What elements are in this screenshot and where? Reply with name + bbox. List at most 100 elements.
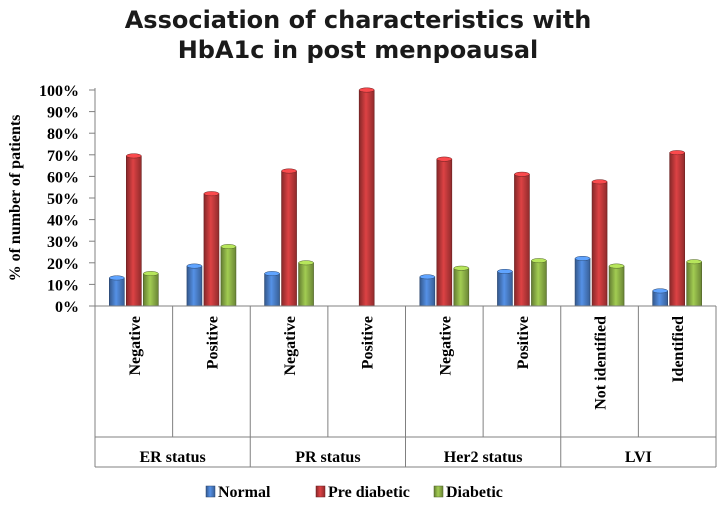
bar-body <box>531 260 547 307</box>
bar-top <box>591 179 608 185</box>
y-tick-label: 100% <box>39 83 79 100</box>
bar-body <box>608 265 625 307</box>
legend-swatch <box>205 485 216 498</box>
x-group-label: Her2 status <box>444 449 523 466</box>
bar-body <box>281 170 297 307</box>
bar-top <box>203 191 220 197</box>
legend-item: Pre diabetic <box>315 484 410 501</box>
bar-pre-diabetic <box>126 153 142 307</box>
bar-top <box>514 171 530 177</box>
bar-diabetic <box>220 244 237 307</box>
bar-top <box>281 168 297 174</box>
bar-normal <box>419 274 436 307</box>
bar-body <box>358 89 375 307</box>
group-labels: ER status PR status Her2 status LVI <box>140 449 652 466</box>
bar-top <box>358 87 375 93</box>
x-category-label: Negative <box>127 316 144 376</box>
bar-top <box>298 260 314 266</box>
x-group-label: ER status <box>140 449 206 466</box>
x-category-label: Negative <box>437 316 454 376</box>
bar-normal <box>264 271 280 307</box>
legend-item: Normal <box>205 484 271 501</box>
x-category-label: Positive <box>360 316 377 369</box>
bar-body <box>264 273 280 307</box>
bar-body <box>669 152 685 307</box>
x-category-label: Negative <box>282 316 299 376</box>
bar-pre-diabetic <box>203 191 220 307</box>
legend-swatch <box>315 485 326 498</box>
bar-top <box>652 288 668 294</box>
bar-top <box>126 153 142 159</box>
bar-body <box>574 258 591 307</box>
legend-label: Pre diabetic <box>328 484 410 501</box>
bar-top <box>143 271 159 277</box>
bar-diabetic <box>143 271 159 307</box>
bar-body <box>220 246 237 307</box>
chart-title-line-1: Association of characteristics with <box>125 6 592 34</box>
bar-top <box>531 258 547 264</box>
chart-title-line-2: HbA1c in post menpoausal <box>178 36 539 64</box>
bar-diabetic <box>298 260 314 307</box>
bar-top <box>436 156 453 162</box>
bar-top <box>220 244 237 250</box>
chart-title: Association of characteristics with HbA1… <box>125 6 592 64</box>
bar-body <box>591 181 608 307</box>
legend-label: Diabetic <box>446 484 503 501</box>
bar-top <box>608 263 625 269</box>
bar-diabetic <box>686 259 702 307</box>
bar-body <box>453 267 470 307</box>
x-category-label: Positive <box>204 316 221 369</box>
bar-normal <box>186 263 203 307</box>
bar-top <box>453 265 470 271</box>
bar-body <box>126 155 142 307</box>
bar-normal <box>652 288 668 307</box>
bar-body <box>203 193 220 307</box>
y-tick-label: 90% <box>47 105 79 122</box>
x-group-label: PR status <box>295 449 360 466</box>
bar-top <box>419 274 436 280</box>
bar-pre-diabetic <box>436 156 453 307</box>
y-tick-label: 10% <box>47 277 79 294</box>
bar-body <box>186 265 203 307</box>
bar-top <box>497 268 513 274</box>
y-tick-label: 60% <box>47 169 79 186</box>
y-tick-label: 80% <box>47 126 79 143</box>
x-category-label: Not identified <box>593 316 610 410</box>
bar-pre-diabetic <box>514 171 530 307</box>
bar-body <box>419 276 436 307</box>
y-tick-label: 20% <box>47 256 79 273</box>
bar-normal <box>497 268 513 307</box>
bar-normal <box>109 275 125 307</box>
bar-body <box>143 273 159 307</box>
bar-pre-diabetic <box>358 87 375 307</box>
legend-label: Normal <box>218 484 271 501</box>
axis-lines <box>94 88 717 468</box>
y-tick-label: 0% <box>55 299 79 316</box>
bar-top <box>574 256 591 261</box>
bar-normal <box>574 256 591 307</box>
bar-body <box>514 173 530 307</box>
y-tick-label: 70% <box>47 148 79 165</box>
bar-diabetic <box>531 258 547 307</box>
bar-top <box>669 150 685 156</box>
y-tick-label: 50% <box>47 191 79 208</box>
bar-top <box>109 275 125 281</box>
y-axis-ticks: 0% 10% 20% 30% 40% 50% 60% 70% 80% 90% 100% <box>39 83 95 316</box>
x-category-label: Positive <box>515 316 532 369</box>
bar-body <box>686 261 702 307</box>
bar-top <box>264 271 280 277</box>
legend: Normal Pre diabetic Diabetic <box>205 484 503 501</box>
bar-pre-diabetic <box>591 179 608 307</box>
bar-diabetic <box>453 265 470 307</box>
bar-body <box>298 262 314 307</box>
bar-pre-diabetic <box>669 150 685 307</box>
y-tick-label: 30% <box>47 234 79 251</box>
category-labels: Negative Positive Negative Positive Negative… <box>127 316 687 410</box>
legend-item: Diabetic <box>433 484 503 501</box>
bar-top <box>186 263 203 269</box>
x-group-label: LVI <box>625 449 652 466</box>
bar-body <box>436 158 453 307</box>
bar-body <box>497 271 513 307</box>
bars <box>109 87 702 307</box>
